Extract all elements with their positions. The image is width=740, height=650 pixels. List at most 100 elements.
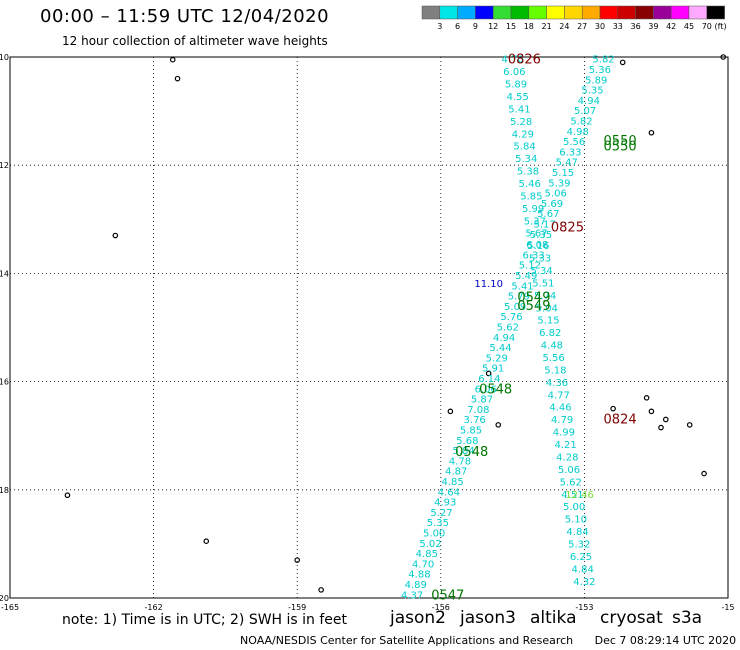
legend-swatch: [457, 5, 476, 20]
legend-label: 36: [631, 22, 641, 31]
lon-tick-label: -156: [432, 603, 450, 612]
swh-value: 5.51: [532, 278, 554, 289]
lat-tick-label: -14: [0, 269, 9, 278]
swh-value: 5.15: [537, 316, 559, 327]
swh-value: 5.32: [568, 539, 590, 550]
swh-value: 5.10: [565, 515, 587, 526]
swh-value: 5.69: [541, 199, 563, 210]
swh-value: 5.17: [534, 220, 556, 231]
lat-tick-label: -12: [0, 161, 9, 170]
swh-value: 5.00: [563, 502, 585, 513]
island: [294, 557, 301, 563]
legend-swatch: [421, 5, 441, 20]
swh-value: 5.47: [556, 158, 578, 169]
track-time-label: 0825: [551, 220, 584, 235]
swh-value: 6.33: [559, 147, 581, 158]
swh-value: 5.35: [530, 230, 552, 241]
island: [648, 408, 655, 415]
swh-value: 5.04: [536, 303, 558, 314]
swh-value: 5.46: [519, 179, 541, 190]
swh-value: 4.46: [549, 403, 571, 414]
swh-value: 5.16: [527, 241, 549, 252]
lon-tick-label: -153: [575, 603, 593, 612]
swh-value: 5.82: [570, 117, 592, 128]
swh-value: 5.27: [430, 508, 452, 519]
legend-swatch: [581, 5, 601, 20]
satellite-jason3: jason3: [460, 608, 516, 628]
island: [112, 232, 119, 239]
legend-swatch: [528, 5, 547, 20]
legend-label: 3: [437, 22, 442, 31]
legend-label: 27: [577, 22, 587, 31]
swh-value: 5.84: [513, 142, 535, 153]
track-time-label: 0549: [517, 299, 550, 314]
swh-value: 7.08: [467, 405, 489, 416]
island: [720, 54, 727, 60]
swh-value: 5.89: [585, 75, 607, 86]
legend-swatch: [564, 5, 583, 20]
swh-value: 5.62: [560, 477, 582, 488]
legend-label: 9: [473, 22, 478, 31]
swh-value: 5.84: [452, 446, 474, 457]
track-time-label: 0550: [604, 134, 637, 149]
island: [169, 56, 176, 63]
swh-value: 5.35: [427, 518, 449, 529]
swh-value: 4.94: [493, 333, 515, 344]
island: [485, 370, 492, 377]
swh-value: 5.67: [537, 209, 559, 220]
swh-value: 5.09: [504, 302, 526, 313]
swh-value: 6.06: [503, 67, 525, 78]
swh-value: 5.00: [423, 528, 445, 539]
swh-value: 5.35: [581, 86, 603, 97]
swh-value: 4.84: [572, 564, 594, 575]
swh-value: 4.51: [561, 490, 583, 501]
swh-value: 5.06: [545, 189, 567, 200]
island: [662, 416, 669, 423]
swh-value: 4.36: [546, 378, 568, 389]
legend-unit: (ft): [715, 22, 727, 31]
island: [318, 587, 324, 593]
island: [643, 395, 650, 401]
legend-swatch: [635, 5, 654, 20]
legend-label: 33: [613, 22, 623, 31]
swh-value: 5.34: [515, 154, 537, 165]
legend-swatch: [617, 5, 636, 20]
island: [447, 408, 454, 415]
track-time-label: 0826: [508, 53, 541, 68]
swh-value: 5.62: [497, 323, 519, 334]
swh-value: 5.56: [563, 137, 585, 148]
swh-value: 4.93: [434, 498, 456, 509]
track-time-label: 0549: [517, 291, 550, 306]
lat-tick-label: -16: [0, 378, 9, 387]
swh-value: 6.25: [570, 552, 592, 563]
swh-value: 6.82: [539, 328, 561, 339]
swh-value: 5.06: [558, 465, 580, 476]
swh-value: 5.82: [592, 55, 614, 66]
credit-text: NOAA/NESDIS Center for Satellite Applica…: [240, 634, 574, 647]
swh-value: 4.98: [567, 127, 589, 138]
island: [658, 424, 664, 431]
footer-credit: NOAA/NESDIS Center for Satellite Applica…: [240, 634, 736, 647]
legend-label: 18: [524, 22, 534, 31]
swh-value: 5.07: [574, 106, 596, 117]
track-time-label: 0548: [455, 445, 488, 460]
swh-value: 5.85: [460, 425, 482, 436]
legend-label: 21: [542, 22, 552, 31]
swh-value: 5.91: [482, 364, 504, 375]
swh-value: 5.68: [456, 436, 478, 447]
legend-label: 30: [595, 22, 605, 31]
legend-label: 24: [559, 22, 569, 31]
swh-value: 5.28: [510, 117, 532, 128]
map-subtitle: 12 hour collection of altimeter wave hei…: [62, 34, 328, 48]
legend-swatch: [492, 5, 512, 20]
swh-value: 5.36: [589, 65, 611, 76]
island: [495, 422, 502, 428]
track-time-label: 0547: [431, 588, 464, 603]
swh-value: 5.15: [552, 168, 574, 179]
swh-value: 4.64: [438, 487, 460, 498]
swh-value: 4.94: [578, 96, 600, 107]
generated-time: Dec 7 08:29:14 UTC 2020: [594, 634, 737, 647]
swh-value: 4.77: [548, 390, 570, 401]
swh-value: 5.67: [525, 229, 547, 240]
swh-value: 5.76: [500, 312, 522, 323]
